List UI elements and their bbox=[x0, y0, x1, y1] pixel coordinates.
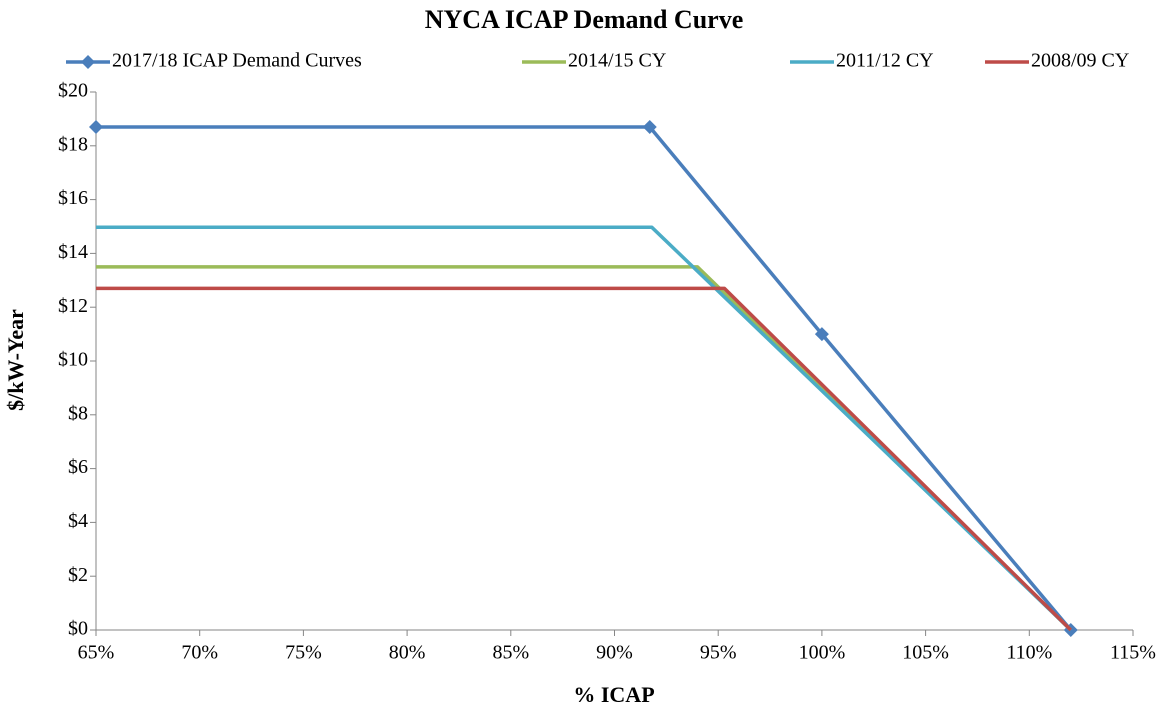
y-tick-label: $8 bbox=[68, 402, 88, 424]
x-tick-label: 70% bbox=[181, 642, 218, 664]
y-tick-label: $0 bbox=[68, 618, 88, 640]
series-line bbox=[96, 125, 1073, 632]
legend-label: 2008/09 CY bbox=[1031, 50, 1129, 72]
x-tick-label: 115% bbox=[1110, 642, 1156, 664]
y-tick-label: $14 bbox=[58, 241, 88, 263]
x-tick-label: 65% bbox=[78, 642, 115, 664]
legend-label: 2014/15 CY bbox=[568, 50, 666, 72]
point-marker bbox=[814, 327, 829, 342]
x-tick-label: 110% bbox=[1006, 642, 1052, 664]
x-tick-label: 105% bbox=[902, 642, 949, 664]
x-tick-label: 75% bbox=[285, 642, 322, 664]
y-tick-label: $18 bbox=[58, 133, 88, 155]
point-marker bbox=[89, 119, 103, 134]
chart-title: NYCA ICAP Demand Curve bbox=[425, 5, 744, 34]
x-axis-label: % ICAP bbox=[573, 682, 654, 707]
y-tick-label: $10 bbox=[58, 349, 88, 371]
legend-label: 2017/18 ICAP Demand Curves bbox=[112, 50, 362, 72]
y-tick-label: $6 bbox=[68, 456, 88, 478]
series-line bbox=[96, 265, 1073, 632]
y-tick-label: $12 bbox=[58, 295, 88, 317]
series-line bbox=[96, 286, 1073, 632]
series-line bbox=[96, 225, 1072, 632]
point-marker bbox=[642, 119, 657, 134]
x-tick-label: 80% bbox=[389, 642, 426, 664]
legend-marker bbox=[81, 55, 95, 69]
y-tick-label: $20 bbox=[58, 80, 88, 102]
y-tick-label: $4 bbox=[68, 510, 88, 532]
x-tick-label: 85% bbox=[492, 642, 529, 664]
legend-label: 2011/12 CY bbox=[836, 50, 934, 72]
y-tick-label: $2 bbox=[68, 564, 88, 586]
y-tick-label: $16 bbox=[58, 187, 88, 209]
x-tick-label: 100% bbox=[799, 642, 846, 664]
x-tick-label: 90% bbox=[596, 642, 633, 664]
x-tick-label: 95% bbox=[700, 642, 737, 664]
y-axis-label: $/kW-Year bbox=[3, 309, 28, 411]
